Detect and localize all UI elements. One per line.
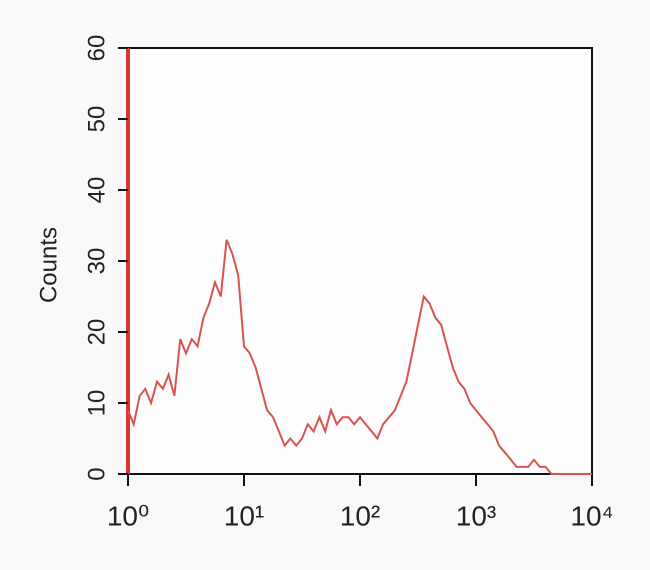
x-tick-label: 10¹ [224, 500, 264, 531]
y-tick-label: 50 [83, 106, 110, 133]
plot-frame [127, 47, 593, 475]
x-tick-label: 10² [340, 500, 380, 531]
histogram-line [127, 239, 592, 475]
x-tick-label: 10⁰ [107, 500, 149, 531]
x-tick-label: 10³ [456, 500, 496, 531]
y-tick-label: 40 [83, 177, 110, 204]
y-tick-label: 60 [83, 35, 110, 62]
y-tick-label: 0 [83, 467, 110, 480]
y-tick-label: 20 [83, 319, 110, 346]
y-tick-label: 30 [83, 248, 110, 275]
y-axis-label: Counts [35, 227, 62, 303]
x-tick-label: 10⁴ [570, 500, 613, 531]
y-tick-label: 10 [83, 390, 110, 417]
